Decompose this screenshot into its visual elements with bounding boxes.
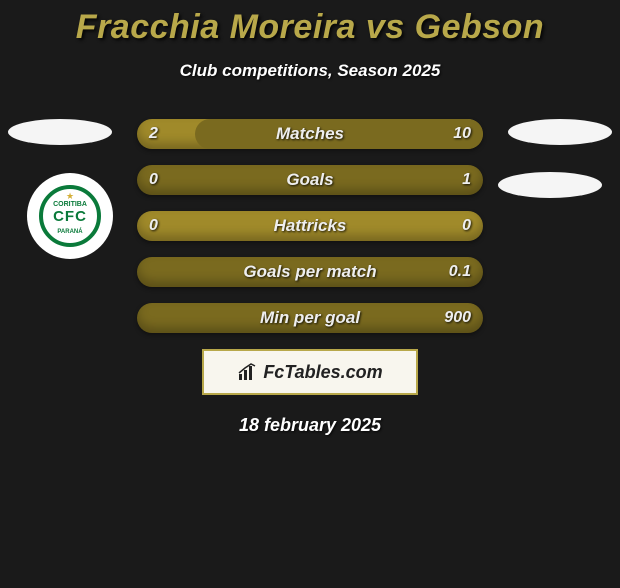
stat-row: 2 Matches 10	[137, 119, 483, 149]
brand-box[interactable]: FcTables.com	[202, 349, 418, 395]
stat-value-left: 2	[149, 125, 158, 143]
stat-value-right: 0	[462, 217, 471, 235]
badge-bottom-text: PARANÁ	[57, 229, 82, 235]
stat-label: Goals	[286, 170, 333, 190]
player2-club-placeholder	[498, 172, 602, 198]
stat-label: Min per goal	[260, 308, 360, 328]
stat-value-right: 900	[444, 309, 471, 327]
player1-club-badge: ★ CORITIBA CFC PARANÁ	[27, 173, 113, 259]
stat-row: Goals per match 0.1	[137, 257, 483, 287]
comparison-date: 18 february 2025	[0, 415, 620, 436]
stat-value-right: 0.1	[449, 263, 471, 281]
stats-area: ★ CORITIBA CFC PARANÁ 2Matches100Goals10…	[0, 119, 620, 333]
stat-row: 0 Goals 1	[137, 165, 483, 195]
badge-top-text: CORITIBA	[53, 201, 87, 208]
stat-value-right: 10	[453, 125, 471, 143]
stat-label: Goals per match	[243, 262, 376, 282]
brand-text: FcTables.com	[263, 362, 382, 383]
stat-label: Matches	[276, 124, 344, 144]
badge-center-text: CFC	[53, 208, 87, 225]
stat-value-right: 1	[462, 171, 471, 189]
player2-photo-placeholder	[508, 119, 612, 145]
stat-row: 0 Hattricks 0	[137, 211, 483, 241]
stat-value-left: 0	[149, 217, 158, 235]
bar-chart-icon	[237, 362, 257, 382]
comparison-title: Fracchia Moreira vs Gebson	[0, 8, 620, 47]
comparison-subtitle: Club competitions, Season 2025	[0, 61, 620, 81]
stat-rows: 2Matches100Goals10Hattricks0Goals per ma…	[137, 119, 483, 333]
stat-row: Min per goal 900	[137, 303, 483, 333]
player1-photo-placeholder	[8, 119, 112, 145]
stat-value-left: 0	[149, 171, 158, 189]
club-badge-inner: ★ CORITIBA CFC PARANÁ	[39, 185, 101, 247]
stat-label: Hattricks	[274, 216, 347, 236]
